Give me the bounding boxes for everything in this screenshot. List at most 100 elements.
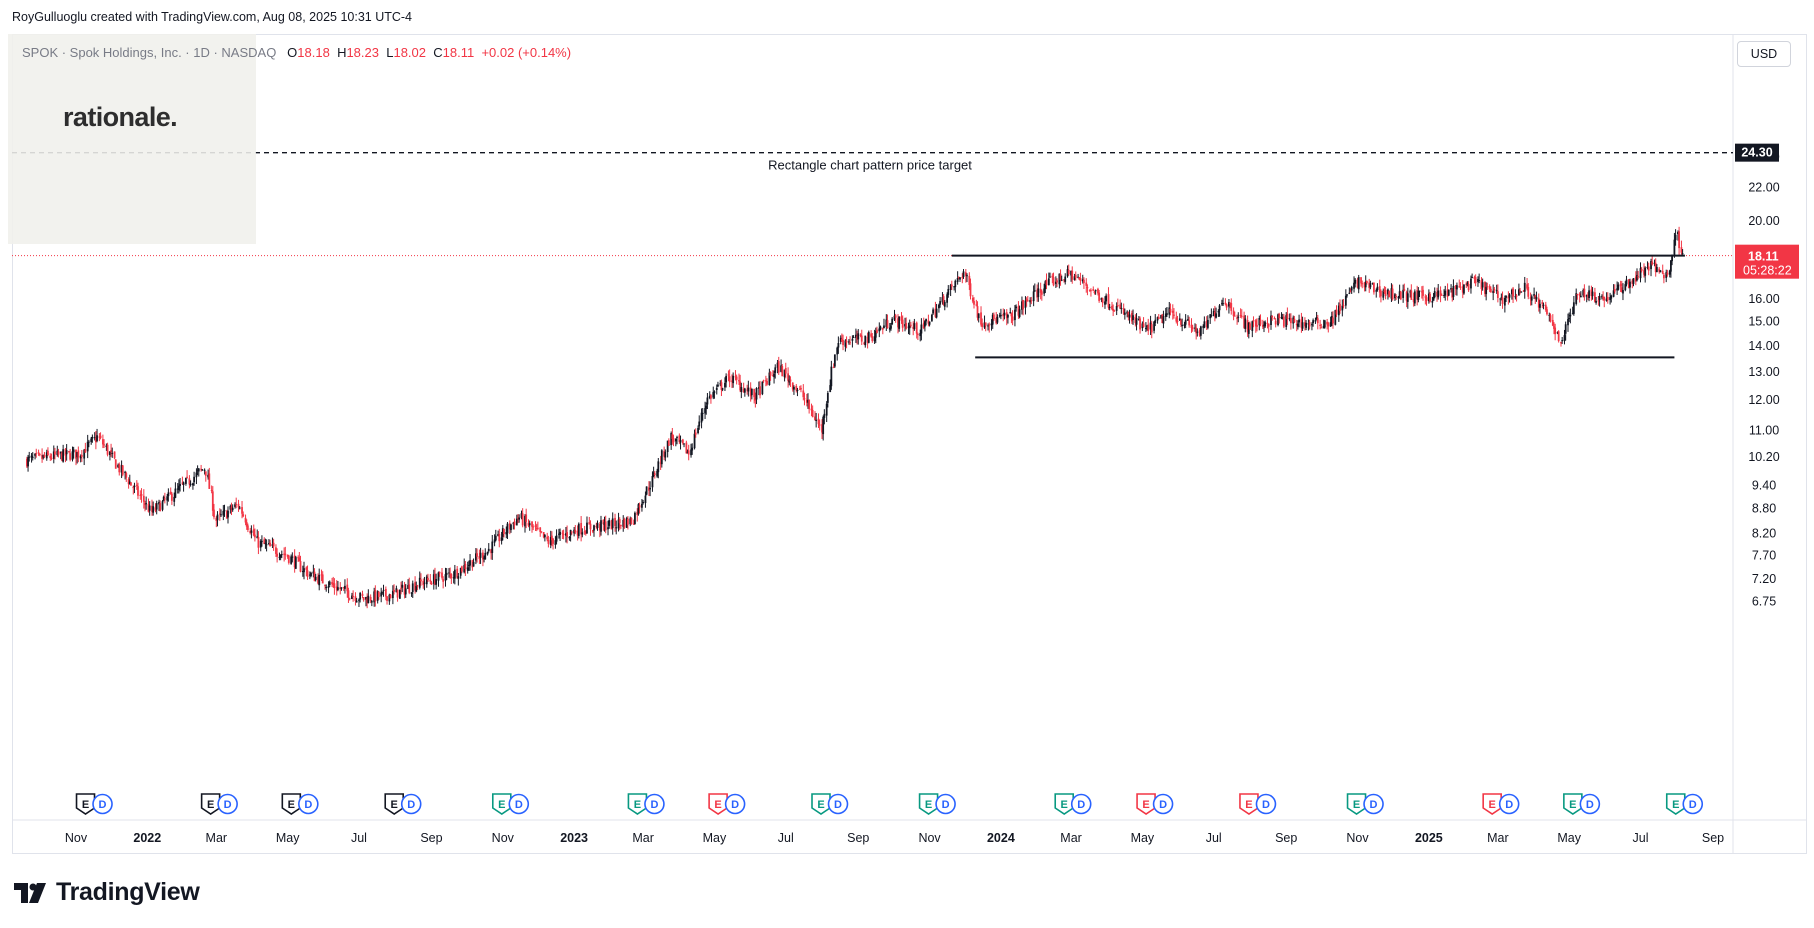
candle-body — [1277, 314, 1279, 326]
candle-body — [445, 572, 448, 575]
candle-body — [294, 557, 297, 569]
candle-body — [1603, 296, 1606, 301]
candle-body — [789, 379, 792, 382]
candle-body — [1202, 326, 1205, 328]
candle-body — [771, 375, 774, 377]
candle-body — [550, 535, 553, 541]
candle-body — [137, 486, 139, 496]
candle-body — [637, 504, 640, 515]
candle-body — [91, 436, 94, 439]
candle-body — [1327, 323, 1330, 327]
candle-body — [984, 322, 987, 326]
candle-body — [953, 286, 956, 288]
candle-body — [1071, 270, 1074, 280]
candle-body — [38, 454, 41, 456]
currency-button[interactable]: USD — [1737, 41, 1791, 67]
candle-body — [1014, 309, 1016, 321]
candle-body — [715, 387, 718, 391]
earnings-flag-label: E — [1353, 799, 1360, 811]
candle-body — [768, 372, 771, 385]
candle-body — [1655, 267, 1658, 273]
earnings-flag-label: E — [1142, 799, 1149, 811]
candle-body — [1160, 315, 1162, 319]
candle-body — [1206, 319, 1209, 328]
candle-body — [1466, 283, 1469, 286]
candle-body — [913, 323, 916, 330]
candle-body — [1316, 318, 1319, 324]
candle-body — [42, 454, 45, 458]
earnings-flag-icon — [708, 793, 728, 815]
candle-body — [753, 388, 756, 398]
candle-body — [235, 504, 238, 506]
candle-body — [220, 514, 222, 516]
candle-body — [252, 529, 255, 536]
candle-body — [45, 452, 48, 459]
candle-body — [1549, 315, 1552, 322]
candle-body — [1369, 283, 1372, 288]
candle-body — [636, 511, 639, 516]
candle-body — [79, 455, 82, 459]
x-tick-label: Sep — [1702, 831, 1724, 845]
candle-body — [934, 308, 937, 317]
candle-body — [852, 337, 855, 339]
candle-body — [1123, 312, 1126, 315]
candle-body — [607, 527, 609, 530]
candle-body — [407, 585, 409, 589]
dividend-marker-label: D — [304, 799, 312, 811]
candle-body — [919, 333, 922, 337]
dividend-marker-label: D — [650, 799, 658, 811]
candle-body — [1605, 298, 1608, 302]
candle-body — [897, 318, 899, 328]
candle-body — [847, 341, 850, 343]
candle-body — [1043, 288, 1046, 294]
candle-body — [471, 560, 474, 568]
candle-body — [1620, 287, 1623, 293]
candle-body — [1203, 321, 1206, 328]
candle-body — [992, 314, 995, 320]
candle-body — [886, 320, 889, 329]
candle-body — [1320, 327, 1323, 329]
candle-body — [99, 435, 102, 439]
candle-body — [432, 574, 435, 584]
candle-body — [1150, 324, 1153, 333]
candle-body — [103, 444, 105, 446]
candle-body — [1495, 290, 1498, 292]
candle-body — [1273, 317, 1276, 320]
candle-body — [566, 532, 568, 538]
candle-body — [520, 513, 523, 518]
x-tick-label: May — [1557, 831, 1581, 845]
candle-body — [398, 589, 401, 599]
candle-body — [803, 398, 806, 400]
candle-body — [1154, 319, 1157, 324]
candle-body — [1643, 270, 1645, 275]
candle-body — [464, 563, 467, 570]
candle-body — [814, 416, 816, 421]
candle-body — [314, 576, 317, 581]
dividend-marker-label: D — [1159, 799, 1167, 811]
candle-body — [393, 589, 395, 592]
candle-body — [980, 312, 982, 325]
candle-body — [1342, 305, 1345, 307]
candle-body — [1440, 294, 1443, 296]
dividend-marker-icon — [644, 793, 665, 815]
candle-body — [573, 529, 576, 534]
candle-body — [1383, 290, 1386, 292]
candle-body — [1418, 290, 1421, 292]
tradingview-brand[interactable]: TradingView — [14, 878, 200, 907]
candle-body — [452, 577, 455, 579]
candle-body — [810, 408, 813, 411]
candle-body — [1417, 290, 1420, 300]
candle-body — [747, 387, 750, 392]
candle-body — [740, 387, 743, 392]
candle-body — [521, 513, 524, 526]
candle-body — [517, 517, 519, 519]
candle-body — [211, 491, 214, 511]
candle-body — [148, 505, 151, 511]
candle-body — [1429, 293, 1431, 302]
high-label: H — [337, 45, 347, 60]
candle-body — [348, 598, 351, 600]
candle-body — [135, 484, 138, 486]
